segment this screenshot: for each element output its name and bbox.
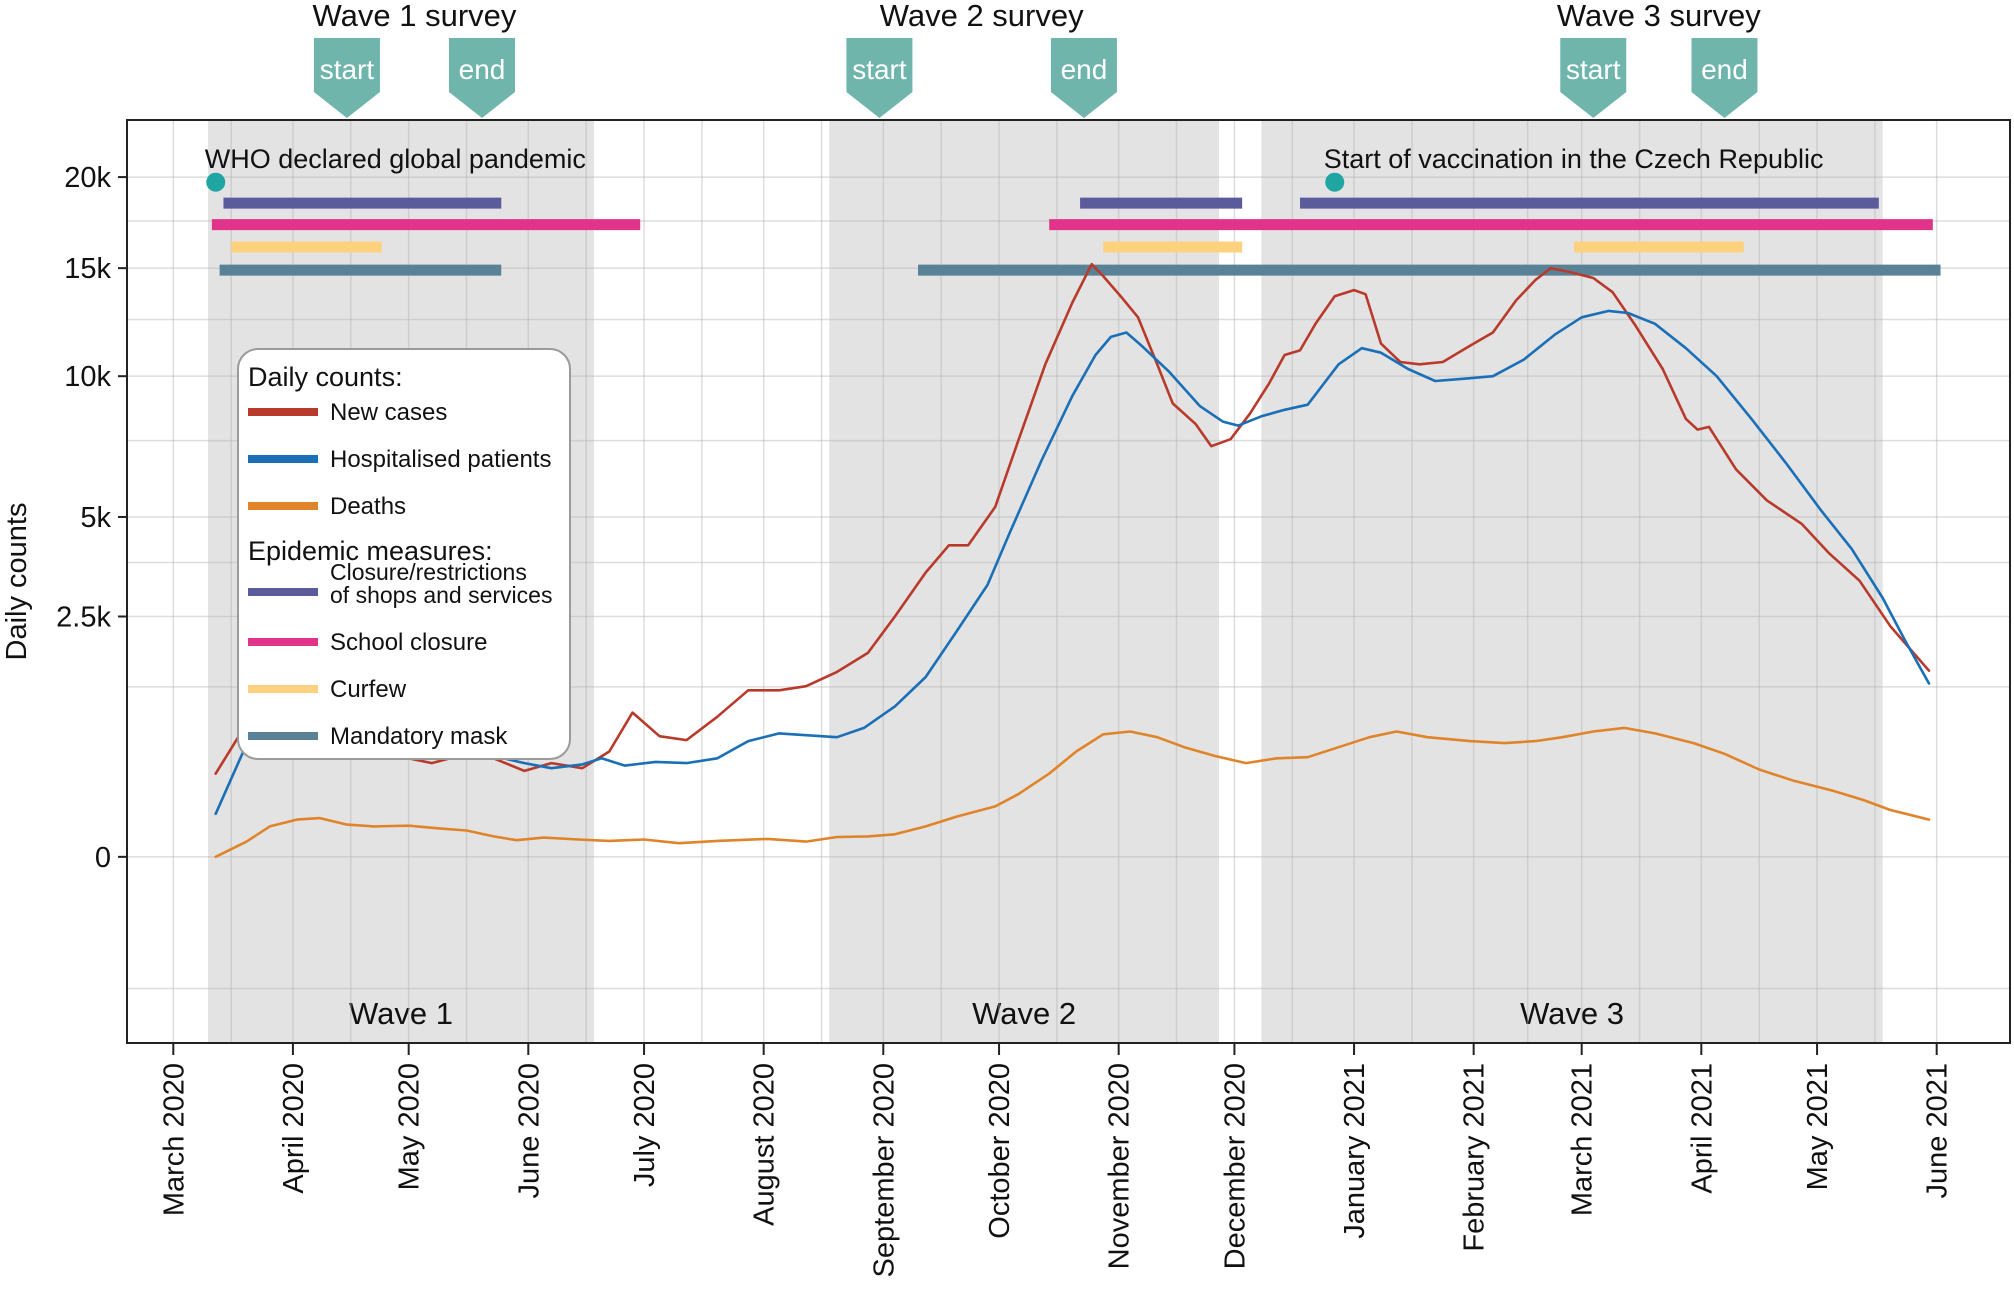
y-tick-label: 20k <box>64 162 111 194</box>
surveys-layer: Wave 1 survey start end Wave 2 survey start e… <box>313 0 1761 118</box>
x-tick-label: June 2021 <box>1922 1063 1954 1198</box>
survey-title: Wave 3 survey <box>1557 0 1761 33</box>
y-tick-label: 10k <box>64 361 111 393</box>
survey-end-label: end <box>1701 54 1748 85</box>
x-tick-label: December 2020 <box>1219 1063 1251 1269</box>
survey-end-label: end <box>459 54 506 85</box>
x-tick-label: November 2020 <box>1104 1063 1136 1269</box>
grid-layer <box>127 120 2010 1043</box>
x-tick-label: January 2021 <box>1339 1063 1371 1239</box>
legend-measures-header: Epidemic measures: <box>248 536 493 566</box>
x-tick-label: May 2021 <box>1802 1063 1834 1190</box>
y-tick-label: 5k <box>80 502 111 534</box>
x-tick-label: August 2020 <box>749 1063 781 1226</box>
event-label: Start of vaccination in the Czech Republ… <box>1324 144 1824 174</box>
x-tick-label: June 2020 <box>513 1063 545 1198</box>
legend-box <box>237 348 571 760</box>
legend-entry-label: Curfew <box>330 676 407 703</box>
legend-entry-label: New cases <box>330 399 447 426</box>
y-tick-label: 0 <box>95 842 111 874</box>
legend-daily-header: Daily counts: <box>248 362 403 392</box>
survey-title: Wave 1 survey <box>313 0 517 33</box>
survey-end-label: end <box>1061 54 1108 85</box>
x-tick-label: July 2020 <box>629 1063 661 1187</box>
survey-end-marker <box>448 38 515 118</box>
event-marker <box>206 172 226 192</box>
survey-start-marker <box>846 38 913 118</box>
survey-start-label: start <box>852 54 907 85</box>
x-tick-label: September 2020 <box>868 1063 900 1277</box>
event-label: WHO declared global pandemic <box>205 144 586 174</box>
survey-start-label: start <box>320 54 375 85</box>
event-marker <box>1325 172 1345 192</box>
legend-entry-label: Closure/restrictions <box>330 559 527 585</box>
wave-band <box>829 120 1219 1043</box>
wave-label: Wave 3 <box>1520 996 1624 1031</box>
legend-entry-label: Hospitalised patients <box>330 446 551 473</box>
survey-start-marker <box>1560 38 1627 118</box>
x-tick-label: May 2020 <box>394 1063 426 1190</box>
axes-layer: 0 2.5k 5k 10k 15k 20k Daily counts March 2020 Ap… <box>1 162 1954 1277</box>
wave-label: Wave 1 <box>349 996 453 1031</box>
wave-label: Wave 2 <box>972 996 1076 1031</box>
y-tick-label: 2.5k <box>56 602 111 634</box>
legend-entry-label: School closure <box>330 629 487 656</box>
survey-start-label: start <box>1566 54 1621 85</box>
legend-entry-label: Deaths <box>330 493 406 520</box>
x-tick-label: April 2020 <box>278 1063 310 1194</box>
legend-entry-label: Mandatory mask <box>330 723 508 750</box>
series-line <box>214 726 1931 859</box>
x-tick-label: April 2021 <box>1686 1063 1718 1194</box>
x-tick-label: February 2021 <box>1459 1063 1491 1252</box>
series-line <box>214 262 1931 775</box>
plot-frame <box>126 119 2011 1044</box>
x-tick-label: March 2020 <box>158 1063 190 1216</box>
x-tick-label: October 2020 <box>984 1063 1016 1239</box>
survey-start-marker <box>313 38 380 118</box>
survey-end-marker <box>1050 38 1117 118</box>
legend: Daily counts: New cases Hospitalised patie… <box>237 348 571 760</box>
events-layer: WHO declared global pandemic Start of vac… <box>205 144 1824 192</box>
legend-entry-label: of shops and services <box>330 582 552 608</box>
survey-title: Wave 2 survey <box>880 0 1084 33</box>
y-tick-label: 15k <box>64 253 111 285</box>
survey-end-marker <box>1691 38 1758 118</box>
y-axis-title: Daily counts <box>1 503 33 661</box>
x-tick-label: March 2021 <box>1567 1063 1599 1216</box>
